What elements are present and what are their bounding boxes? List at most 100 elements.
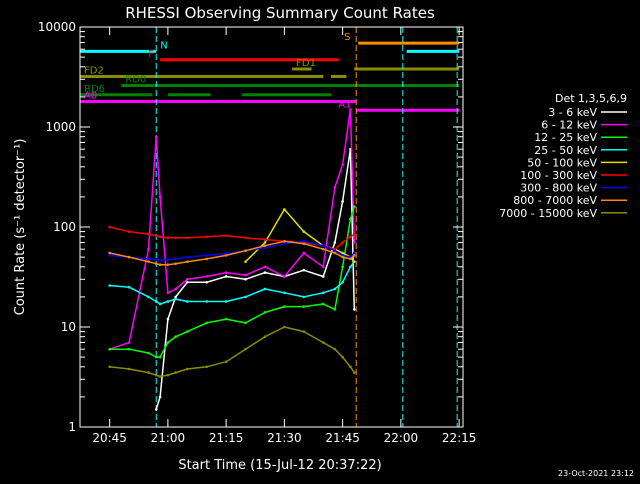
data-point (154, 262, 158, 265)
data-point (158, 395, 162, 399)
data-point (244, 295, 247, 299)
data-point (205, 254, 209, 257)
legend-entry-label: 3 - 6 keV (548, 106, 597, 119)
data-point (263, 271, 267, 274)
data-point (186, 236, 189, 240)
data-point (349, 108, 352, 111)
data-point (158, 355, 162, 359)
data-point (108, 254, 111, 257)
data-point (127, 347, 131, 351)
data-point (321, 341, 325, 344)
x-tick-label: 21:00 (151, 431, 186, 445)
data-point (147, 295, 150, 299)
data-point (341, 280, 344, 284)
data-point (302, 230, 306, 233)
y-tick-label: 1 (68, 420, 76, 434)
x-tick-label: 21:30 (267, 431, 302, 445)
data-point (283, 239, 286, 243)
data-point (174, 371, 177, 374)
data-point (333, 241, 337, 244)
data-point (205, 257, 209, 261)
data-point (333, 287, 337, 291)
x-tick-label: 20:45 (92, 431, 127, 445)
data-point (108, 284, 111, 287)
data-point (321, 265, 325, 269)
data-point (147, 257, 150, 261)
data-point (166, 300, 170, 303)
flag-label: A0 (84, 90, 97, 101)
data-point (321, 291, 325, 295)
y-tick-label: 10000 (38, 20, 76, 34)
data-point (244, 277, 247, 281)
data-point (302, 295, 306, 299)
data-point (263, 238, 267, 241)
data-point (263, 244, 267, 248)
x-axis-label: Start Time (15-Jul-12 20:37:22) (178, 458, 381, 473)
x-tick-label: 21:15 (209, 431, 244, 445)
data-point (154, 300, 158, 303)
data-point (244, 260, 247, 263)
x-tick-label: 21:45 (325, 431, 360, 445)
data-point (186, 367, 189, 371)
data-point (333, 308, 337, 311)
data-point (263, 287, 267, 291)
y-tick-label: 100 (53, 220, 76, 234)
chart-title: RHESSI Observing Summary Count Rates (125, 4, 435, 22)
data-point (283, 275, 286, 278)
data-point (108, 225, 111, 229)
data-point (321, 244, 325, 248)
data-point (321, 275, 325, 278)
data-point (186, 260, 189, 263)
data-point (205, 235, 209, 238)
x-tick-label: 22:00 (384, 431, 419, 445)
data-point (283, 291, 286, 295)
data-point (186, 330, 189, 333)
data-point (244, 321, 247, 325)
data-point (174, 287, 177, 291)
data-point (333, 347, 337, 351)
flag-label: A1 (338, 99, 351, 110)
data-point (341, 355, 344, 359)
data-point (283, 305, 286, 308)
data-point (158, 195, 162, 199)
data-point (244, 249, 247, 252)
data-point (349, 235, 352, 238)
data-point (349, 257, 352, 261)
data-point (147, 232, 150, 236)
data-point (302, 330, 306, 333)
data-point (186, 277, 189, 281)
data-point (349, 265, 352, 269)
legend-entry-label: 50 - 100 keV (527, 156, 597, 169)
data-point (263, 311, 267, 314)
data-point (333, 185, 337, 189)
legend-title: Det 1,3,5,6,9 (555, 92, 627, 105)
data-point (147, 351, 150, 355)
x-tick-label: 22:15 (442, 431, 477, 445)
data-point (302, 239, 306, 243)
data-point (174, 236, 177, 240)
flag-label: FD2 (84, 65, 104, 76)
data-point (341, 200, 344, 203)
data-point (205, 365, 209, 369)
data-point (321, 247, 325, 251)
data-point (352, 232, 356, 236)
y-tick-label: 10 (61, 320, 76, 334)
data-point (147, 260, 150, 263)
data-point (186, 255, 189, 259)
data-point (224, 254, 228, 257)
data-point (352, 308, 356, 311)
data-point (108, 251, 111, 255)
y-axis-label: Count Rate (s⁻¹ detector⁻¹) (13, 139, 28, 316)
data-point (158, 235, 162, 238)
data-point (352, 260, 356, 263)
data-point (341, 265, 344, 269)
y-tick-label: 1000 (45, 120, 76, 134)
data-point (224, 275, 228, 278)
data-point (186, 300, 189, 303)
series-line (155, 148, 356, 410)
data-point (302, 242, 306, 246)
data-point (147, 247, 150, 251)
data-point (154, 408, 158, 411)
data-point (341, 251, 344, 255)
